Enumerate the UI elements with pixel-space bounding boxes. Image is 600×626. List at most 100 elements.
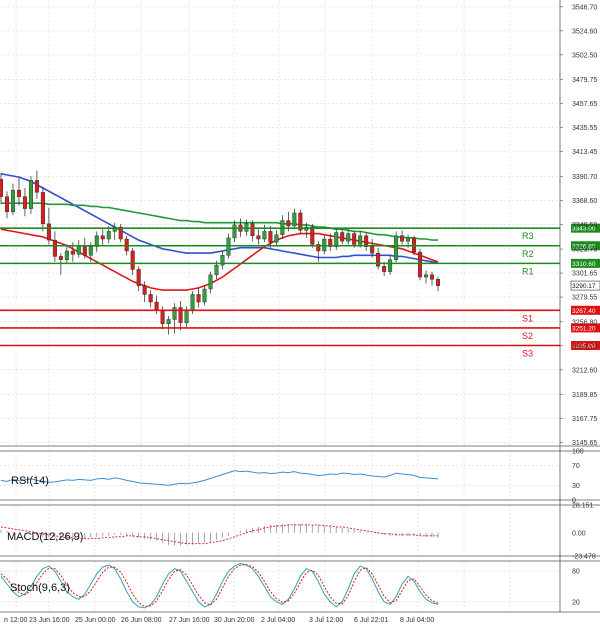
- price-tick-label: 3502.50: [572, 52, 597, 59]
- candle-body: [364, 235, 369, 247]
- macd-panel: 28.151 0.00 -23.478 MACD(12,26,9): [0, 503, 596, 561]
- candle-body: [220, 255, 225, 266]
- rsi-tick-label: 100: [572, 449, 584, 456]
- time-tick-label: 3 Jul 12:00: [309, 617, 343, 624]
- level-name-s2: S2: [522, 331, 533, 341]
- time-tick-label: 6 Jul 22:01: [354, 617, 388, 624]
- candle-body: [232, 224, 237, 239]
- stoch-tick-label: 80: [572, 569, 580, 576]
- price-tick-label: 3212.60: [572, 367, 597, 374]
- level-price-tag: [571, 223, 600, 233]
- time-tick-label: 26 Jun 08:00: [121, 617, 162, 624]
- stochastic-panel: 80 20 Stoch(9,6,3): [0, 562, 580, 609]
- candle-body: [262, 231, 267, 240]
- candle-body: [16, 189, 21, 197]
- current-price-tag: [570, 280, 600, 291]
- candle-body: [352, 233, 357, 245]
- candle-body: [328, 238, 333, 247]
- candle-body: [166, 319, 171, 324]
- price-tick-label: 3323.75: [572, 247, 597, 254]
- time-tick-label: 2 Jul 04:00: [261, 617, 295, 624]
- level-price-label: 3326.80: [572, 243, 596, 250]
- level-name-r3: R3: [522, 231, 534, 241]
- price-tick-label: 3524.60: [572, 28, 597, 35]
- time-tick-label: 30 Jun 20:00: [214, 617, 255, 624]
- candle-body: [298, 212, 303, 231]
- candle-body: [316, 244, 321, 252]
- candle-body: [388, 259, 393, 272]
- price-tick-label: 3368.60: [572, 198, 597, 205]
- candle-body: [274, 234, 279, 243]
- candle-body: [22, 196, 27, 209]
- current-price-label: 3290.17: [572, 283, 596, 290]
- rsi-tick-label: 0: [572, 498, 576, 505]
- candle-body: [52, 239, 57, 257]
- candle-body: [358, 235, 363, 245]
- candle-body: [106, 231, 111, 240]
- level-price-tag: [571, 305, 600, 315]
- candle-body: [76, 245, 81, 255]
- level-name-r2: R2: [522, 249, 534, 259]
- level-price-tag: [571, 258, 600, 268]
- candle-body: [190, 294, 195, 310]
- candle-body: [400, 235, 405, 242]
- candle-body: [0, 179, 3, 197]
- candle-body: [208, 274, 213, 290]
- candle-body: [4, 196, 9, 213]
- price-tick-label: 3234.70: [572, 343, 597, 350]
- candle-body: [226, 237, 231, 256]
- time-tick-label: 8 Jul 04:00: [400, 617, 434, 624]
- candle-body: [256, 235, 261, 240]
- candlesticks: [0, 170, 440, 335]
- price-tick-label: 3457.65: [572, 101, 597, 108]
- candle-body: [424, 274, 429, 278]
- time-tick-label: 27 Jun 16:00: [169, 617, 210, 624]
- candle-body: [340, 232, 345, 242]
- level-name-r1: R1: [522, 266, 534, 276]
- candle-body: [10, 189, 15, 213]
- candle-body: [286, 220, 291, 227]
- candle-body: [376, 252, 381, 267]
- level-price-tag: [571, 241, 600, 251]
- rsi-panel: 100 70 30 0 RSI(14): [0, 449, 584, 505]
- time-tick-label: 23 Jun 16:00: [29, 617, 70, 624]
- candle-body: [250, 223, 255, 236]
- level-price-label: 3267.40: [572, 308, 596, 315]
- price-tick-label: 3413.45: [572, 149, 597, 156]
- price-tick-label: 3189.85: [572, 392, 597, 399]
- candle-body: [406, 237, 411, 242]
- candle-body: [118, 226, 123, 240]
- stoch-legend: Stoch(9,6,3): [10, 582, 70, 594]
- level-name-s1: S1: [522, 313, 533, 323]
- candle-body: [172, 307, 177, 320]
- candle-body: [184, 309, 189, 323]
- stoch-k-line: [0, 562, 439, 609]
- candle-body: [136, 269, 141, 286]
- rsi-line: [0, 470, 439, 486]
- candle-body: [82, 245, 87, 256]
- candle-body: [268, 231, 273, 243]
- macd-tick-label: 28.151: [572, 503, 594, 510]
- candle-body: [94, 235, 99, 247]
- stoch-d-line: [0, 564, 439, 607]
- candle-body: [214, 264, 219, 276]
- macd-signal-line: [0, 524, 438, 545]
- time-axis: n 12:00 23 Jun 16:00 25 Jun 00:00 26 Jun 08…: [4, 617, 434, 624]
- macd-legend: MACD(12,26,9): [7, 531, 83, 543]
- price-tick-label: 3435.55: [572, 125, 597, 132]
- candle-body: [436, 279, 440, 286]
- rsi-tick-label: 30: [572, 483, 580, 490]
- candle-body: [64, 250, 69, 260]
- candle-body: [40, 192, 45, 225]
- candle-body: [148, 294, 153, 303]
- level-price-tag: [571, 341, 600, 351]
- rsi-tick-label: 70: [572, 463, 580, 470]
- macd-tick-label: -23.478: [572, 554, 596, 561]
- price-tick-label: 3546.70: [572, 4, 597, 11]
- candle-body: [430, 274, 435, 280]
- candle-body: [292, 212, 297, 227]
- candle-body: [28, 180, 33, 209]
- candle-body: [418, 251, 423, 278]
